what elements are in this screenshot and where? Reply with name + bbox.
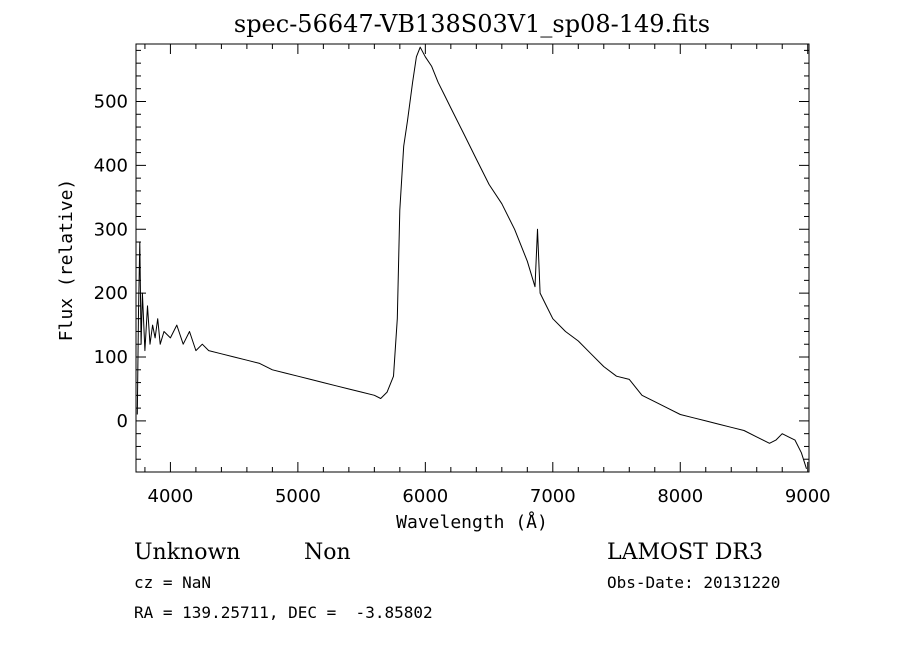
spectrum-line — [136, 46, 807, 469]
redshift-info: cz = NaN — [134, 573, 211, 592]
series-layer — [136, 46, 807, 469]
x-tick-label: 6000 — [402, 486, 448, 507]
y-tick-label: 0 — [117, 411, 128, 432]
x-tick-label: 7000 — [530, 486, 576, 507]
chart-title: spec-56647-VB138S03V1_sp08-149.fits — [234, 10, 710, 38]
object-subclass: Non — [304, 540, 351, 565]
y-tick-label: 200 — [94, 283, 128, 304]
y-tick-label: 500 — [94, 91, 128, 112]
x-axis: 4000 5000 6000 7000 8000 9000 — [144, 44, 831, 507]
y-axis: 0 100 200 300 400 500 — [94, 49, 809, 473]
coordinates: RA = 139.25711, DEC = -3.85802 — [134, 603, 433, 622]
y-tick-label: 300 — [94, 219, 128, 240]
y-tick-label: 400 — [94, 155, 128, 176]
object-class: Unknown — [134, 540, 240, 565]
x-axis-label: Wavelength (Å) — [396, 511, 548, 533]
y-tick-label: 100 — [94, 347, 128, 368]
plot-frame — [135, 43, 810, 473]
plot-area — [135, 43, 810, 473]
x-tick-label: 4000 — [148, 486, 194, 507]
x-tick-label: 5000 — [275, 486, 321, 507]
y-axis-label: Flux (relative) — [56, 179, 77, 342]
x-tick-label: 9000 — [785, 486, 831, 507]
survey-name: LAMOST DR3 — [607, 540, 763, 565]
obs-date: Obs-Date: 20131220 — [607, 573, 780, 592]
x-tick-label: 8000 — [657, 486, 703, 507]
